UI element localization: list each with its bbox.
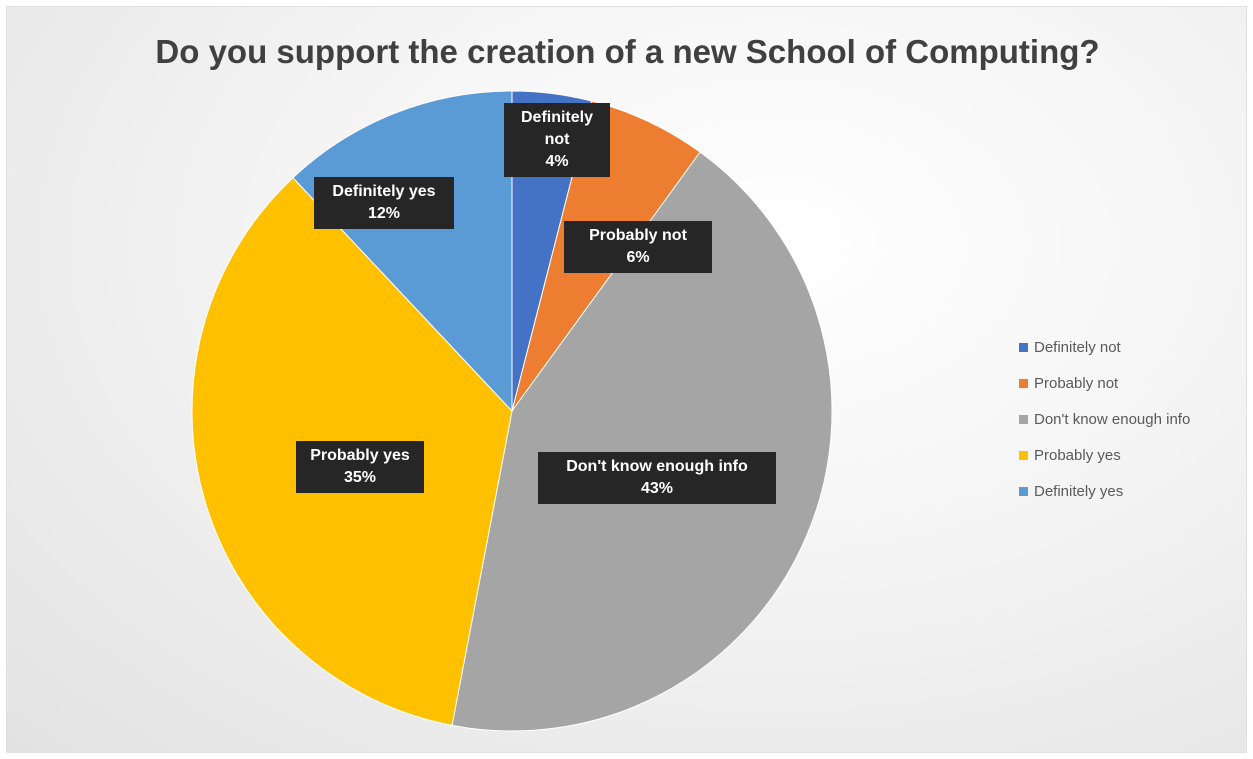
legend-swatch [1019, 342, 1028, 352]
legend-label: Definitely yes [1034, 482, 1124, 500]
data-label-dont-know: Don't know enough info 43% [538, 452, 776, 504]
legend-swatch [1019, 378, 1028, 388]
legend: Definitely not Probably not Don't know e… [1019, 329, 1241, 509]
legend-label: Definitely not [1034, 338, 1121, 356]
data-label-category: Definitely not [520, 109, 593, 148]
legend-label: Probably yes [1034, 446, 1121, 464]
legend-item: Definitely not [1019, 329, 1241, 365]
data-label-percent: 35% [343, 469, 377, 486]
data-label-definitely-not: Definitely not 4% [504, 103, 610, 177]
data-label-category: Probably not [589, 227, 687, 244]
data-label-percent: 4% [545, 153, 569, 170]
slice-definitely-yes [292, 90, 513, 413]
data-label-definitely-yes: Definitely yes 12% [314, 177, 454, 229]
chart-title: Do you support the creation of a new Sch… [155, 33, 1100, 70]
data-label-percent: 6% [626, 249, 650, 266]
legend-swatch [1019, 450, 1028, 460]
legend-item: Don't know enough info [1019, 401, 1241, 437]
data-label-category: Probably yes [310, 447, 410, 464]
data-label-percent: 12% [367, 205, 401, 222]
legend-label: Don't know enough info [1034, 410, 1191, 428]
data-label-category: Definitely yes [332, 183, 436, 200]
legend-item: Definitely yes [1019, 473, 1241, 509]
data-label-probably-yes: Probably yes 35% [296, 441, 424, 493]
data-label-percent: 43% [640, 480, 674, 497]
data-label-category: Don't know enough info [566, 458, 748, 475]
legend-swatch [1019, 486, 1028, 496]
data-label-probably-not: Probably not 6% [564, 221, 712, 273]
chart-area: Do you support the creation of a new Sch… [6, 6, 1247, 753]
slice-dont-know [451, 151, 833, 732]
legend-item: Probably not [1019, 365, 1241, 401]
legend-label: Probably not [1034, 374, 1119, 392]
legend-item: Probably yes [1019, 437, 1241, 473]
legend-swatch [1019, 414, 1028, 424]
